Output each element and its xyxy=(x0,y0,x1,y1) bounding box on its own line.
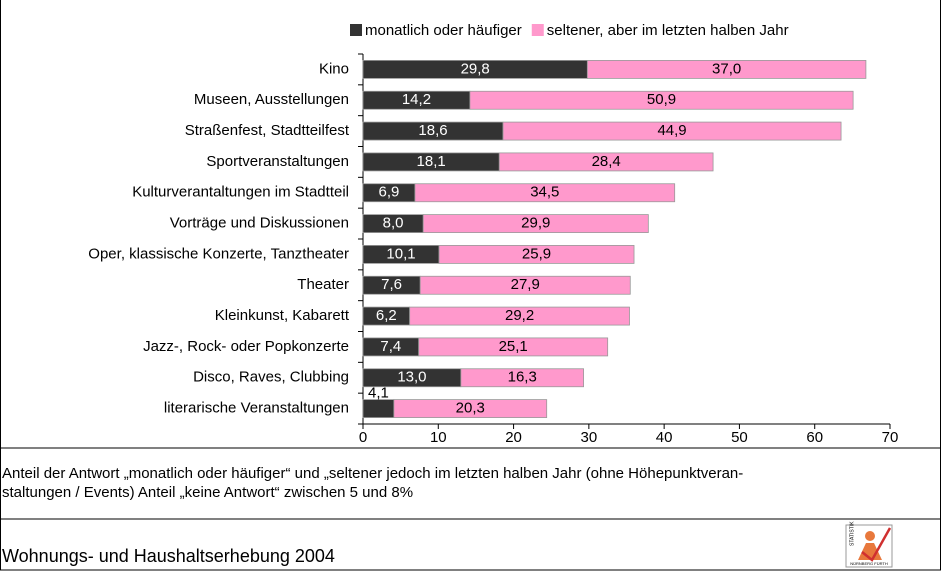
bar-segment xyxy=(409,306,630,326)
bar-segment xyxy=(414,183,676,203)
logo-body xyxy=(858,543,882,560)
x-tick-label: 70 xyxy=(882,429,899,446)
data-label: 34,5 xyxy=(530,184,559,201)
data-label: 7,4 xyxy=(380,338,401,355)
legend-label: seltener, aber im letzten halben Jahr xyxy=(547,22,789,39)
data-label: 8,0 xyxy=(383,215,404,232)
x-tick-label: 40 xyxy=(656,429,673,446)
legend-label: monatlich oder häufiger xyxy=(365,22,522,39)
data-label: 6,2 xyxy=(376,307,397,324)
data-label: 7,6 xyxy=(381,276,402,293)
note: staltungen / Events) Anteil „keine Antwo… xyxy=(2,484,413,501)
bar-segment xyxy=(460,368,584,388)
y-tick-label: Museen, Ausstellungen xyxy=(194,91,349,108)
data-label: 27,9 xyxy=(511,276,540,293)
bar-segment xyxy=(469,90,854,110)
data-label: 16,3 xyxy=(508,369,537,386)
data-label: 37,0 xyxy=(712,60,741,77)
bar-segment xyxy=(418,337,609,357)
y-tick-label: Jazz-, Rock- oder Popkonzerte xyxy=(143,338,349,355)
x-tick-label: 60 xyxy=(806,429,823,446)
x-tick-label: 30 xyxy=(581,429,598,446)
y-tick-label: Straßenfest, Stadtteilfest xyxy=(185,122,350,139)
data-label: 13,0 xyxy=(397,369,426,386)
logo-city: NÜRNBERG FÜRTH xyxy=(850,561,888,566)
data-label: 4,1 xyxy=(368,385,389,402)
logo-label: STATISTIK xyxy=(849,521,855,546)
data-label: 28,4 xyxy=(592,153,621,170)
y-tick-label: Kleinkunst, Kabarett xyxy=(215,307,350,324)
source: Wohnungs- und Haushaltserhebung 2004 xyxy=(2,546,335,566)
bar-segment xyxy=(438,245,635,264)
y-tick-label: Sportveranstaltungen xyxy=(206,153,349,170)
data-label: 29,9 xyxy=(521,215,550,232)
logo-head xyxy=(865,531,875,541)
x-tick-label: 0 xyxy=(359,429,367,446)
data-label: 29,2 xyxy=(505,307,534,324)
bar-segment xyxy=(502,121,842,141)
data-label: 18,6 xyxy=(418,122,447,139)
y-tick-label: Kino xyxy=(319,60,349,77)
x-tick-label: 50 xyxy=(731,429,748,446)
y-tick-label: Kulturverantaltungen im Stadtteil xyxy=(132,184,349,201)
data-label: 20,3 xyxy=(456,400,485,417)
bar-segment xyxy=(419,275,631,295)
data-label: 14,2 xyxy=(402,91,431,108)
y-tick-label: Oper, klassische Konzerte, Tanztheater xyxy=(88,245,349,262)
logo-check xyxy=(861,527,892,562)
data-label: 10,1 xyxy=(386,245,415,262)
data-label: 18,1 xyxy=(417,153,446,170)
y-tick-label: Vorträge und Diskussionen xyxy=(170,215,349,232)
data-label: 25,9 xyxy=(522,245,551,262)
note: Anteil der Antwort „monatlich oder häufi… xyxy=(2,465,743,482)
bar-segment xyxy=(393,399,548,418)
x-tick-label: 20 xyxy=(505,429,522,446)
legend-swatch xyxy=(531,24,544,36)
data-label: 44,9 xyxy=(657,122,686,139)
data-label: 25,1 xyxy=(499,338,528,355)
data-label: 50,9 xyxy=(647,91,676,108)
logo: STATISTIK NÜRNBERG FÜRTH xyxy=(845,521,893,568)
bar-segment xyxy=(422,214,649,233)
bar-segment xyxy=(498,152,714,172)
y-tick-label: literarische Veranstaltungen xyxy=(164,400,349,417)
data-label: 6,9 xyxy=(379,184,400,201)
y-tick-label: Disco, Raves, Clubbing xyxy=(193,369,349,386)
bar-segment xyxy=(362,399,395,418)
legend-swatch xyxy=(350,24,362,36)
x-tick-label: 10 xyxy=(430,429,447,446)
bar-segment xyxy=(586,60,867,79)
y-tick-label: Theater xyxy=(297,276,349,293)
data-label: 29,8 xyxy=(461,60,490,77)
